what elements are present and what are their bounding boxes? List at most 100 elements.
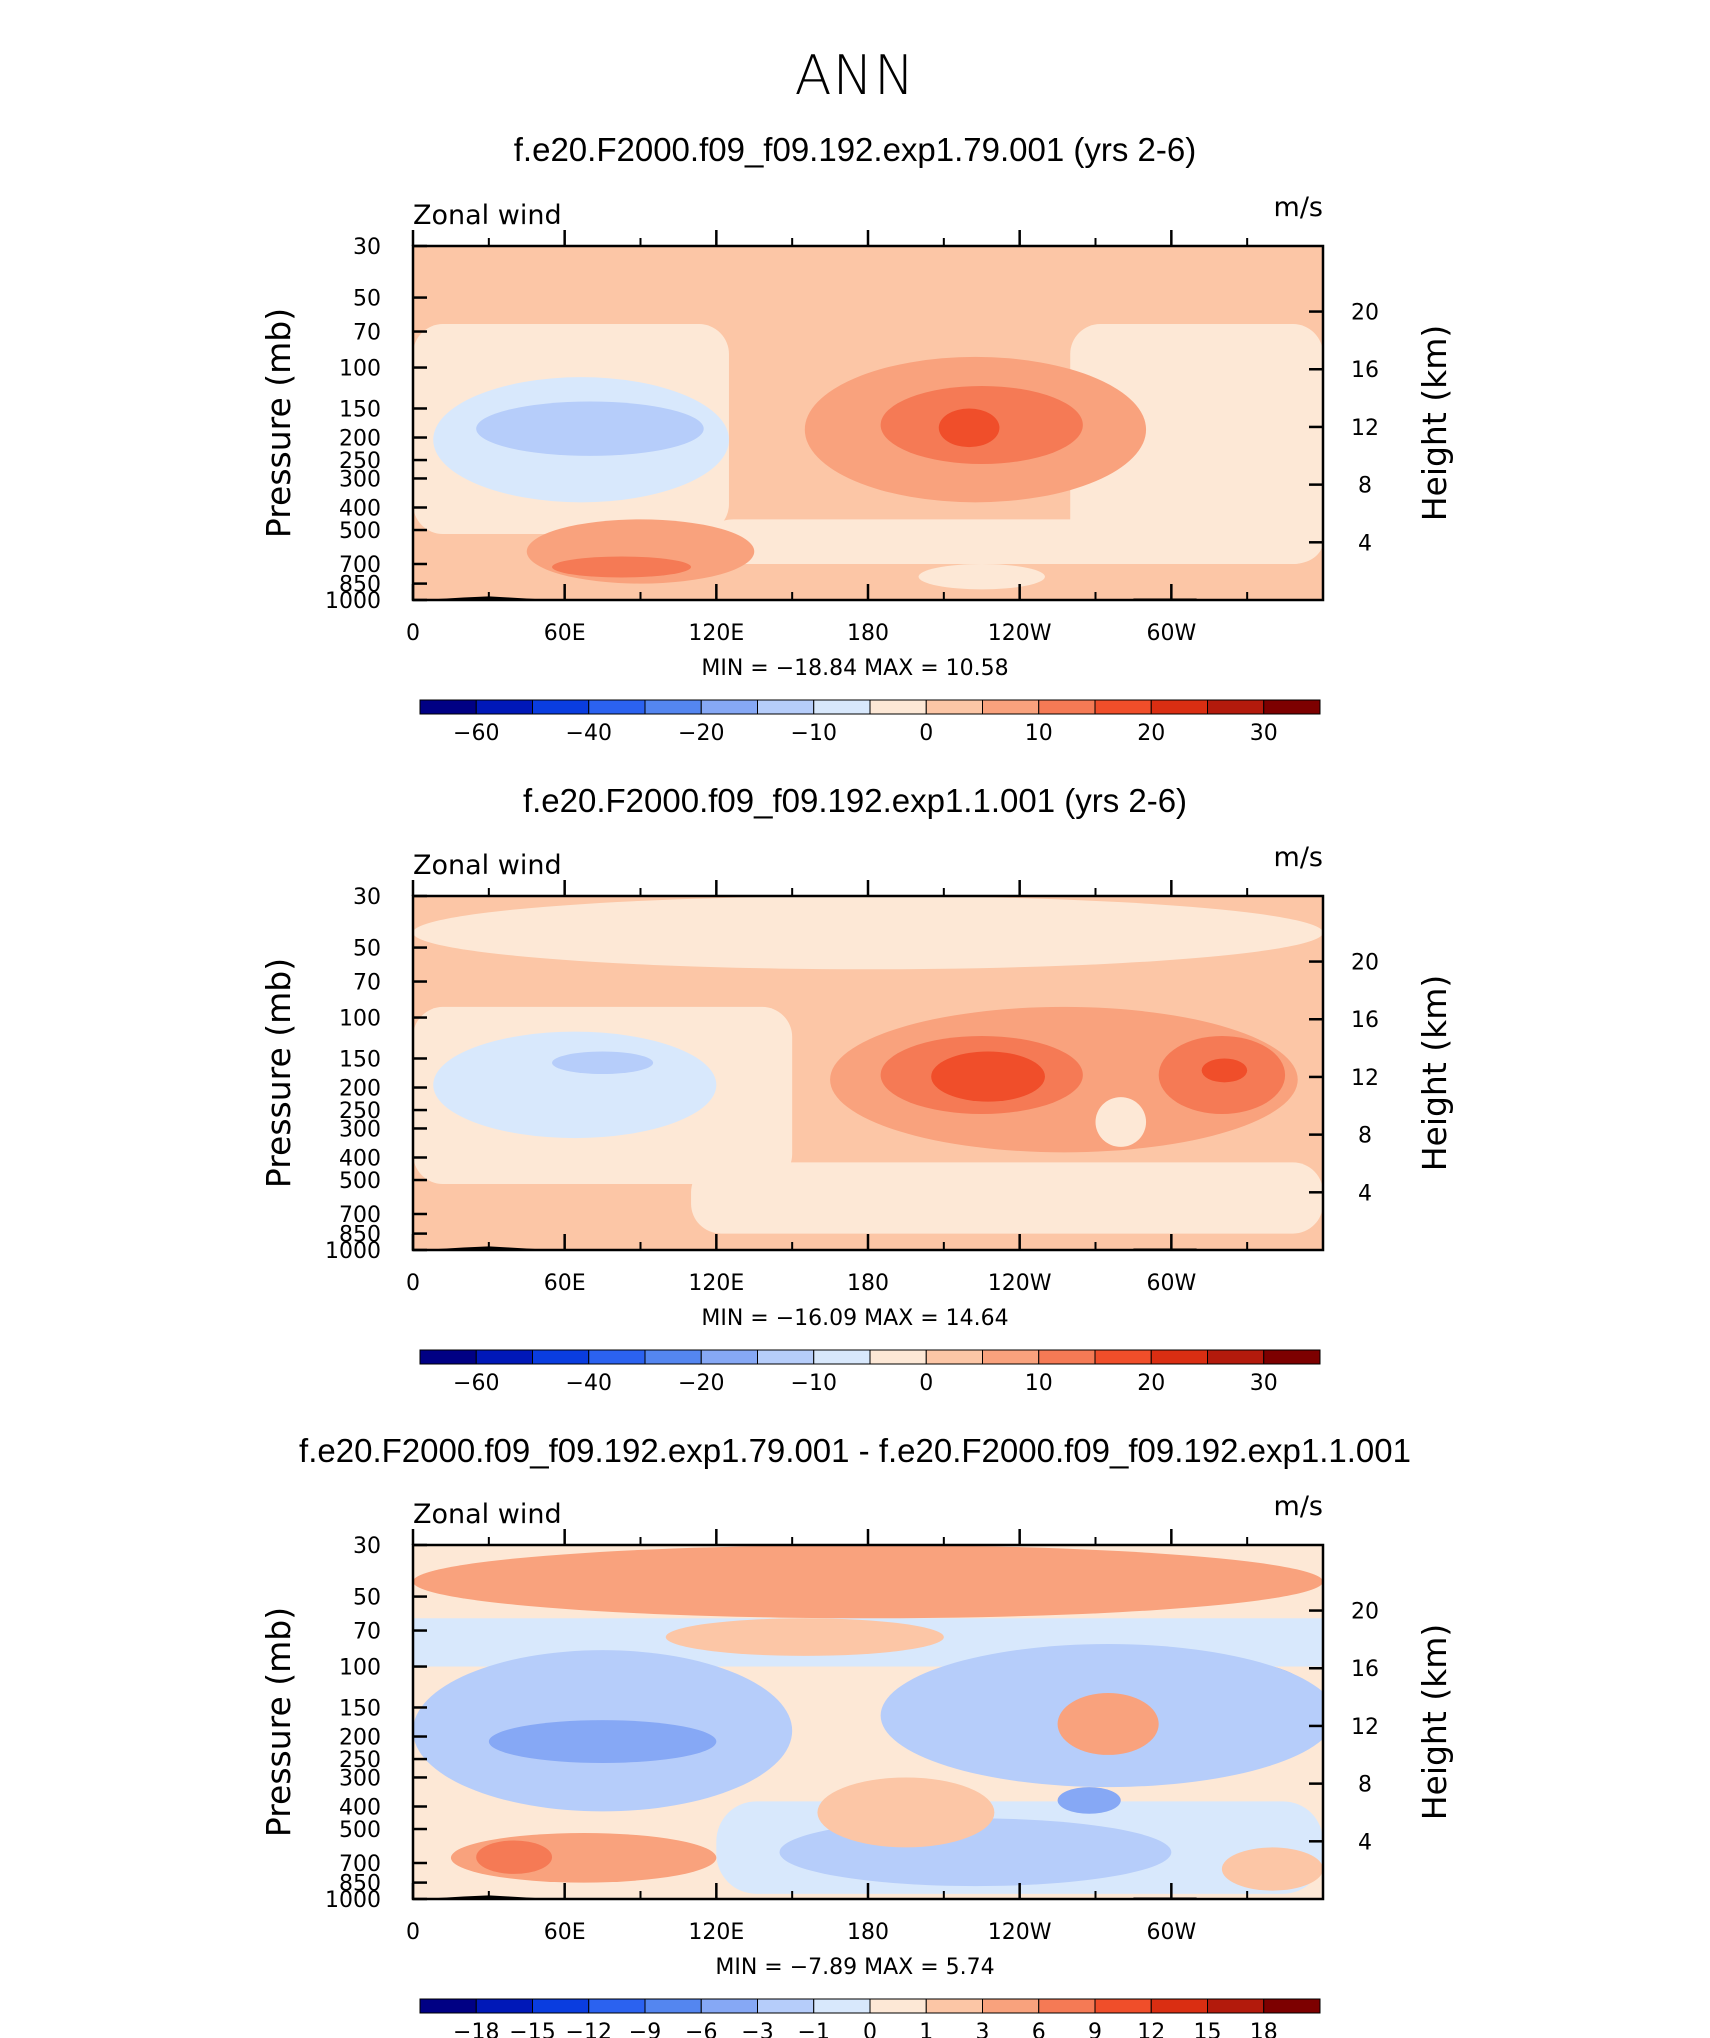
colorbar-swatch — [532, 699, 590, 715]
height-tick-label: 20 — [1351, 1600, 1379, 1625]
colorbar-label: 6 — [1032, 2020, 1046, 2038]
y-tick-label: 200 — [339, 1726, 381, 1751]
colorbar-label: 3 — [976, 2020, 990, 2038]
panel-1-title: f.e20.F2000.f09_f09.192.exp1.79.001 (yrs… — [513, 131, 1197, 168]
y-tick-label: 1000 — [325, 589, 381, 614]
y-tick-label: 100 — [339, 357, 381, 382]
x-tick-label: 120W — [988, 621, 1052, 646]
y-tick-label: 150 — [339, 397, 381, 422]
colorbar-label: −1 — [798, 2020, 830, 2038]
y-tick-label: 400 — [339, 1795, 381, 1820]
colorbar-swatch — [982, 1349, 1040, 1365]
x-tick-label: 120E — [688, 1271, 744, 1296]
x-tick-label: 60E — [544, 621, 586, 646]
contour-region — [1095, 1097, 1147, 1147]
contour-region — [1201, 1058, 1248, 1083]
contour-region — [1057, 1693, 1159, 1755]
panel-1: 0 60E 120E 180 120W 60W3050701001502002503004… — [259, 192, 1454, 746]
y-tick-label: 500 — [339, 1818, 381, 1843]
x-tick-label: 60E — [544, 1271, 586, 1296]
height-tick-label: 20 — [1351, 951, 1379, 976]
contour-region — [552, 556, 692, 578]
colorbar-swatch — [813, 699, 871, 715]
panel-2-title: f.e20.F2000.f09_f09.192.exp1.1.001 (yrs … — [522, 782, 1188, 819]
contour-region — [1221, 1847, 1323, 1891]
panel-2: 0 60E 120E 180 120W 60W3050701001502002503004… — [259, 842, 1454, 1396]
contour-region — [552, 1051, 654, 1075]
height-tick-label: 4 — [1358, 1181, 1372, 1206]
colorbar-swatch — [1263, 1349, 1321, 1365]
y-tick-label: 850 — [339, 1223, 381, 1248]
y-tick-label: 100 — [339, 1656, 381, 1681]
colorbar-label: −20 — [678, 1371, 724, 1396]
colorbar-swatch — [1263, 699, 1321, 715]
colorbar-swatch — [1207, 699, 1265, 715]
contour-field — [413, 1545, 1323, 1899]
x-tick-label: 60W — [1146, 1271, 1196, 1296]
colorbar-swatch — [532, 1349, 590, 1365]
colorbar-swatch — [644, 699, 702, 715]
colorbar-swatch — [813, 1349, 871, 1365]
colorbar-label: −10 — [791, 721, 837, 746]
x-tick-label: 0 — [406, 1920, 420, 1945]
y-tick-label: 500 — [339, 1169, 381, 1194]
x-tick-label: 120W — [988, 1920, 1052, 1945]
min-max-label: MIN = −16.09 MAX = 14.64 — [701, 1306, 1008, 1331]
colorbar-label: 15 — [1194, 2020, 1222, 2038]
y-tick-label: 850 — [339, 1872, 381, 1897]
left-axis-title: Pressure (mb) — [259, 1607, 298, 1837]
x-tick-label: 0 — [406, 1271, 420, 1296]
colorbar-swatch — [1038, 1998, 1096, 2014]
contour-field — [413, 246, 1323, 600]
height-tick-label: 4 — [1358, 531, 1372, 556]
contour-region — [488, 1720, 717, 1764]
height-tick-label: 8 — [1358, 474, 1372, 499]
x-tick-label: 0 — [406, 621, 420, 646]
colorbar-swatch — [588, 1998, 646, 2014]
y-tick-label: 1000 — [325, 1888, 381, 1913]
x-tick-label: 180 — [847, 1271, 889, 1296]
y-tick-label: 250 — [339, 1099, 381, 1124]
y-tick-label: 1000 — [325, 1239, 381, 1264]
contour-region — [476, 1840, 553, 1874]
x-tick-label: 60E — [544, 1920, 586, 1945]
colorbar-swatch — [1150, 1998, 1208, 2014]
colorbar-label: 20 — [1137, 721, 1165, 746]
units-label: m/s — [1274, 842, 1323, 873]
units-label: m/s — [1274, 192, 1323, 223]
units-label: m/s — [1274, 1491, 1323, 1522]
colorbar-label: −15 — [509, 2020, 555, 2038]
region-negative-band — [1070, 324, 1323, 564]
contour-field — [413, 896, 1323, 1250]
colorbar-swatch — [700, 1998, 758, 2014]
colorbar-swatch — [813, 1998, 871, 2014]
y-tick-label: 30 — [353, 1534, 381, 1559]
y-tick-label: 300 — [339, 467, 381, 492]
y-tick-label: 700 — [339, 1203, 381, 1228]
colorbar-swatch — [869, 1349, 927, 1365]
colorbar-swatch — [419, 1998, 477, 2014]
y-tick-label: 400 — [339, 1146, 381, 1171]
variable-label: Zonal wind — [413, 850, 562, 881]
colorbar-swatch — [588, 1349, 646, 1365]
colorbar-label: 30 — [1250, 1371, 1278, 1396]
colorbar-swatch — [1150, 1349, 1208, 1365]
height-tick-label: 12 — [1351, 416, 1379, 441]
height-tick-label: 20 — [1351, 301, 1379, 326]
colorbar-swatch — [475, 1349, 533, 1365]
contour-region — [938, 408, 1000, 448]
colorbar-swatch — [925, 1349, 983, 1365]
y-tick-label: 150 — [339, 1696, 381, 1721]
colorbar-label: −60 — [453, 721, 499, 746]
y-tick-label: 50 — [353, 287, 381, 312]
colorbar-label: 9 — [1088, 2020, 1102, 2038]
y-tick-label: 700 — [339, 1852, 381, 1877]
colorbar-label: 12 — [1137, 2020, 1165, 2038]
colorbar-swatch — [1207, 1998, 1265, 2014]
y-tick-label: 250 — [339, 1748, 381, 1773]
y-tick-label: 50 — [353, 1586, 381, 1611]
colorbar-swatch — [644, 1998, 702, 2014]
colorbar-label: 10 — [1025, 721, 1053, 746]
left-axis-title: Pressure (mb) — [259, 958, 298, 1188]
x-tick-label: 60W — [1146, 621, 1196, 646]
